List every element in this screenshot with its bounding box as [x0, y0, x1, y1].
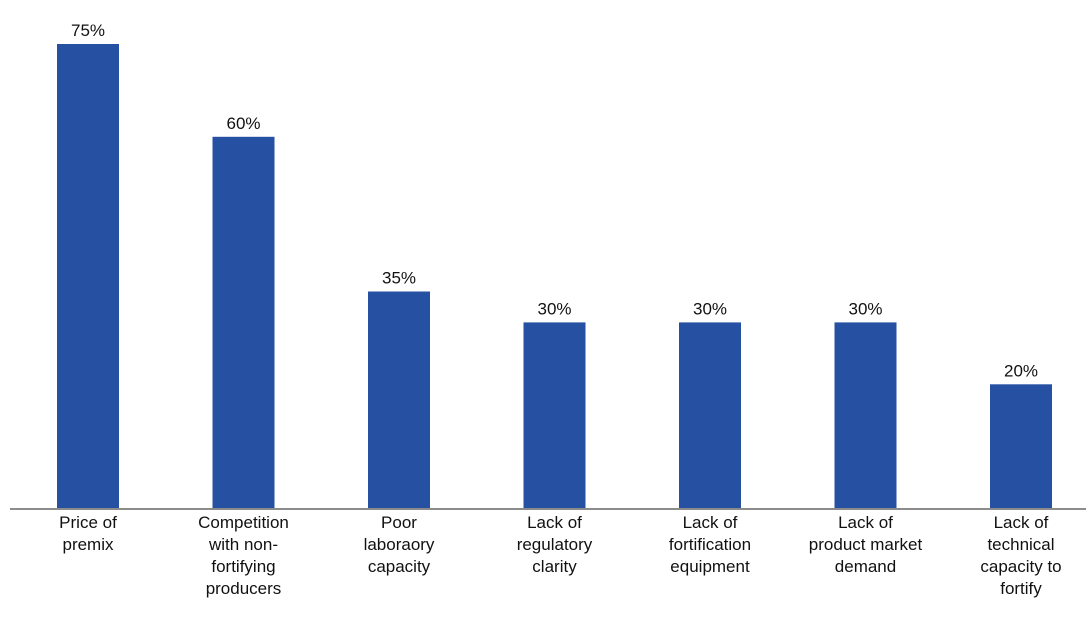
category-label-3: Lack of regulatory clarity	[516, 513, 593, 576]
bar-0	[57, 44, 119, 508]
category-label-2: Poor laboraory capacity	[363, 513, 435, 576]
bars-group	[57, 44, 1052, 509]
data-label-4: 30%	[693, 299, 727, 318]
bar-6	[990, 384, 1052, 508]
data-label-1: 60%	[226, 114, 260, 133]
category-label-5: Lack of product market demand	[808, 513, 923, 576]
data-label-0: 75%	[71, 21, 105, 40]
data-label-3: 30%	[537, 299, 571, 318]
data-label-2: 35%	[382, 269, 416, 288]
bar-3	[523, 322, 586, 508]
bar-1	[212, 136, 275, 509]
category-label-0: Price of premix	[59, 513, 117, 554]
bar-5	[834, 322, 897, 508]
data-label-6: 20%	[1004, 361, 1038, 380]
bar-4	[679, 322, 741, 508]
bar-2	[368, 291, 430, 508]
category-label-1: Competition with non- fortifying produce…	[198, 513, 289, 598]
data-labels-group: 75% 60% 35% 30% 30% 30% 20%	[71, 21, 1038, 380]
data-label-5: 30%	[848, 299, 882, 318]
category-label-6: Lack of technical capacity to fortify	[980, 513, 1062, 598]
category-label-4: Lack of fortification equipment	[668, 513, 752, 576]
